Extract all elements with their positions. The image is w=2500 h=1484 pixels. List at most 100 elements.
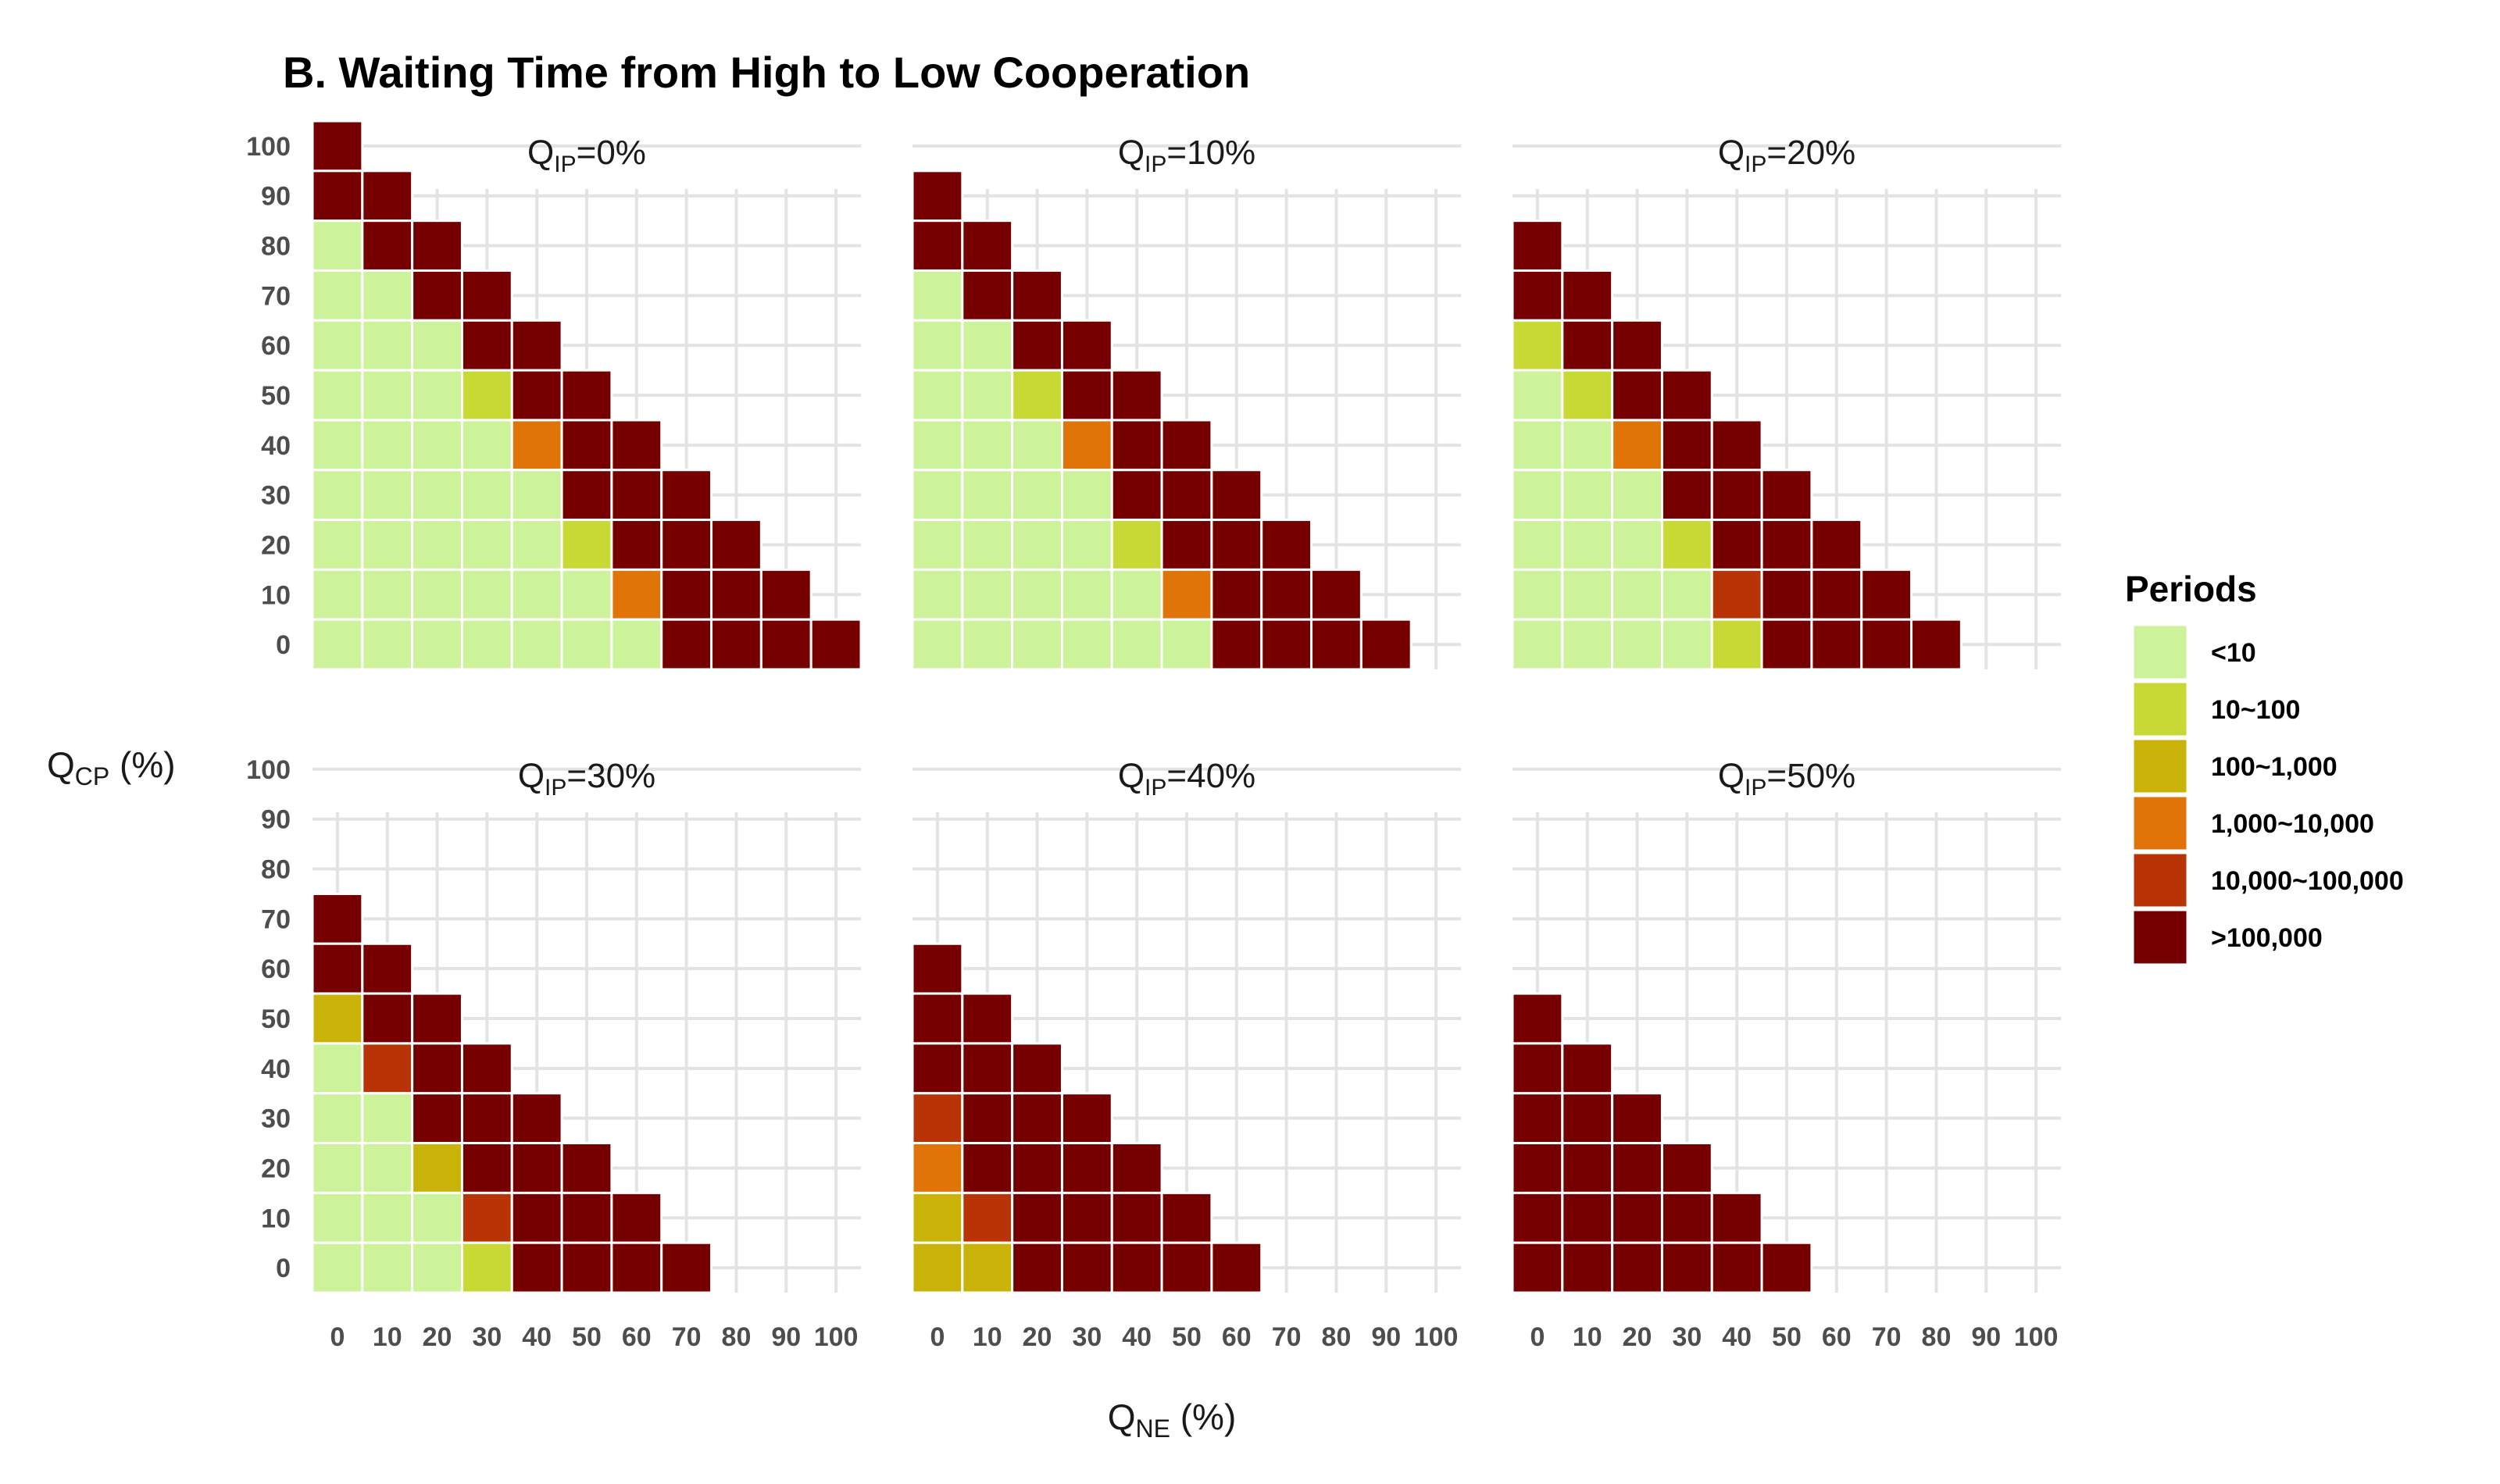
heatmap-cell xyxy=(1110,1191,1163,1244)
heatmap-cell xyxy=(1561,1241,1614,1294)
heatmap-cell xyxy=(361,992,414,1045)
heatmap-cell xyxy=(1561,618,1614,671)
heatmap-cell xyxy=(1260,568,1313,621)
heatmap-cell xyxy=(1011,1092,1063,1145)
heatmap-cell xyxy=(911,1142,964,1194)
heatmap-cell xyxy=(1060,1092,1113,1145)
heatmap-cell xyxy=(911,992,964,1045)
heatmap-cell xyxy=(1561,469,1614,522)
y-tick-label: 0 xyxy=(276,1254,291,1283)
heatmap-cell xyxy=(311,892,364,945)
heatmap-cell xyxy=(411,369,463,422)
heatmap-cell xyxy=(1710,1191,1763,1244)
y-axis-title-main: Q xyxy=(47,744,75,785)
heatmap-cell xyxy=(1660,1241,1713,1294)
heatmap-cell xyxy=(311,469,364,522)
facet-title-sub: IP xyxy=(1745,152,1766,177)
heatmap-cell xyxy=(560,568,613,621)
x-tick-label: 80 xyxy=(1322,1322,1352,1352)
facet-title: QIP=30% xyxy=(518,757,655,801)
x-tick-label: 90 xyxy=(1371,1322,1401,1352)
heatmap-cell xyxy=(1760,519,1813,571)
heatmap-cell xyxy=(911,942,964,995)
heatmap-cell xyxy=(911,319,964,372)
heatmap-cell xyxy=(560,419,613,472)
x-tick-label: 100 xyxy=(1414,1322,1459,1352)
heatmap-cell xyxy=(1511,992,1564,1045)
heatmap-cell xyxy=(460,1042,513,1095)
x-tick-label: 30 xyxy=(1072,1322,1102,1352)
heatmap-cell xyxy=(1611,618,1663,671)
x-tick-label: 10 xyxy=(973,1322,1002,1352)
heatmap-cell xyxy=(1660,618,1713,671)
heatmap-cell xyxy=(361,1042,414,1095)
heatmap-cell xyxy=(1710,568,1763,621)
heatmap-cell xyxy=(610,568,663,621)
heatmap-cell xyxy=(1160,568,1213,621)
facet-title-sub: IP xyxy=(1745,775,1766,801)
heatmap-cell xyxy=(411,568,463,621)
heatmap-cell xyxy=(961,992,1014,1045)
y-tick-label: 50 xyxy=(261,1004,291,1034)
heatmap-cell xyxy=(361,519,414,571)
heatmap-cell xyxy=(460,419,513,472)
heatmap-cell xyxy=(961,1092,1014,1145)
heatmap-cell xyxy=(411,1042,463,1095)
heatmap-cell xyxy=(411,1191,463,1244)
heatmap-cell xyxy=(1060,369,1113,422)
heatmap-cell xyxy=(1660,469,1713,522)
heatmap-cell xyxy=(1060,319,1113,372)
x-axis-title: QNE (%) xyxy=(1108,1397,1237,1443)
heatmap-cell xyxy=(1611,469,1663,522)
x-axis-title-suffix: (%) xyxy=(1170,1397,1236,1437)
heatmap-cell xyxy=(1561,1042,1614,1095)
heatmap-cell xyxy=(411,1241,463,1294)
heatmap-cell xyxy=(1011,618,1063,671)
heatmap-cell xyxy=(361,169,414,223)
y-tick-label: 60 xyxy=(261,954,291,984)
heatmap-cell xyxy=(911,1092,964,1145)
heatmap-cell xyxy=(1011,1042,1063,1095)
legend-label: 100~1,000 xyxy=(2211,752,2338,782)
heatmap-cell xyxy=(911,618,964,671)
heatmap-cell xyxy=(1710,1241,1763,1294)
heatmap-cell xyxy=(1160,419,1213,472)
heatmap-cell xyxy=(510,1092,563,1145)
heatmap-cell xyxy=(361,219,414,272)
legend-label: >100,000 xyxy=(2211,923,2323,953)
x-tick-label: 100 xyxy=(2014,1322,2059,1352)
x-tick-label: 0 xyxy=(1530,1322,1545,1352)
heatmap-cell xyxy=(961,1191,1014,1244)
y-tick-label: 40 xyxy=(261,1054,291,1084)
facet-panel-1: QIP=10% xyxy=(911,134,1461,671)
heatmap-cell xyxy=(1611,519,1663,571)
heatmap-cell xyxy=(1511,1142,1564,1194)
heatmap-cell xyxy=(1011,369,1063,422)
x-tick-label: 60 xyxy=(1222,1322,1252,1352)
x-axis-title-main: Q xyxy=(1108,1397,1136,1437)
x-tick-label: 80 xyxy=(1922,1322,1952,1352)
heatmap-cell xyxy=(1511,319,1564,372)
heatmap-cell xyxy=(660,469,713,522)
heatmap-cell xyxy=(1260,618,1313,671)
heatmap-cell xyxy=(1210,469,1263,522)
heatmap-cell xyxy=(1561,1142,1614,1194)
heatmap-cell xyxy=(759,618,812,671)
facet-title-suffix: =10% xyxy=(1166,134,1255,172)
heatmap-cell xyxy=(1611,1142,1663,1194)
heatmap-cell xyxy=(1060,519,1113,571)
facet-title: QIP=50% xyxy=(1718,757,1855,801)
heatmap-cell xyxy=(1660,1142,1713,1194)
heatmap-cell xyxy=(311,219,364,272)
y-tick-label: 60 xyxy=(261,331,291,361)
y-tick-label: 100 xyxy=(246,755,291,785)
heatmap-cell xyxy=(1660,1191,1713,1244)
heatmap-cell xyxy=(1660,568,1713,621)
heatmap-cell xyxy=(961,319,1014,372)
heatmap-cell xyxy=(311,942,364,995)
heatmap-cell xyxy=(311,992,364,1045)
heatmap-cell xyxy=(1011,1191,1063,1244)
heatmap-cell xyxy=(1910,618,1962,671)
heatmap-cell xyxy=(460,1142,513,1194)
